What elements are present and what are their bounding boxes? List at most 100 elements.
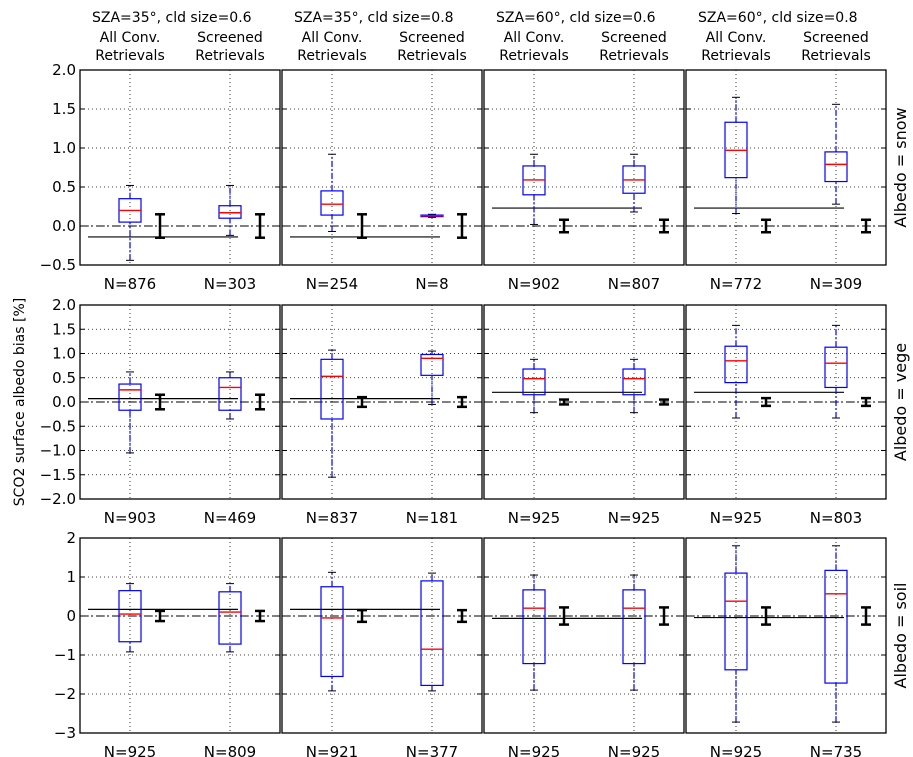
- box: [218, 591, 242, 645]
- panel: [685, 304, 887, 500]
- column-title: SZA=60°, cld size=0.6: [496, 10, 656, 26]
- panel: [79, 304, 281, 500]
- box: [622, 589, 646, 665]
- box-group-label: Retrievals: [701, 48, 771, 64]
- panel-frame: [79, 537, 281, 734]
- sample-count-label: N=735: [810, 743, 862, 757]
- box: [118, 383, 142, 411]
- box: [522, 368, 546, 396]
- sample-count-label: N=925: [608, 743, 660, 757]
- box: [724, 345, 748, 384]
- box-group-label: Retrievals: [801, 48, 871, 64]
- box: [622, 368, 646, 396]
- box: [218, 377, 242, 411]
- box-group-label: Screened: [197, 30, 263, 46]
- y-tick-label: 1.5: [52, 320, 76, 338]
- sample-count-label: N=772: [710, 275, 762, 293]
- y-tick-label: −0.5: [40, 256, 76, 274]
- box-group-label: All Conv.: [302, 30, 363, 46]
- y-tick-label: 0: [66, 607, 76, 625]
- y-tick-label: 0.0: [52, 393, 76, 411]
- sample-count-label: N=8: [415, 275, 448, 293]
- sample-count-label: N=925: [608, 509, 660, 527]
- box: [320, 358, 344, 420]
- box: [320, 586, 344, 678]
- box: [218, 205, 242, 219]
- sample-count-label: N=925: [508, 743, 560, 757]
- sample-count-label: N=809: [204, 743, 256, 757]
- sample-count-label: N=921: [306, 743, 358, 757]
- sample-count-label: N=807: [608, 275, 660, 293]
- panel: [483, 537, 685, 734]
- y-tick-label: 0.5: [52, 369, 76, 387]
- sample-count-label: N=803: [810, 509, 862, 527]
- column-title: SZA=35°, cld size=0.6: [92, 10, 252, 26]
- box-group-label: Retrievals: [95, 48, 165, 64]
- panel-frame: [483, 304, 685, 500]
- y-tick-label: −1: [54, 646, 76, 664]
- sample-count-label: N=925: [508, 509, 560, 527]
- box-group-label: Screened: [601, 30, 667, 46]
- box: [724, 572, 748, 671]
- y-tick-label: −0.5: [40, 417, 76, 435]
- box: [824, 346, 848, 389]
- panel-frame: [281, 537, 483, 734]
- box-group-label: Screened: [803, 30, 869, 46]
- sample-count-label: N=254: [306, 275, 358, 293]
- y-tick-label: −3: [54, 724, 76, 742]
- sample-count-label: N=309: [810, 275, 862, 293]
- panel: [79, 69, 281, 266]
- panel: [281, 304, 483, 500]
- row-label: Albedo = snow: [891, 107, 910, 227]
- panel: [483, 69, 685, 266]
- sample-count-label: N=903: [104, 509, 156, 527]
- panel: [79, 537, 281, 734]
- sample-count-label: N=902: [508, 275, 560, 293]
- sample-count-label: N=925: [104, 743, 156, 757]
- panel-frame: [281, 69, 483, 266]
- panel-frame: [685, 537, 887, 734]
- y-tick-label: 2.0: [52, 61, 76, 79]
- box: [118, 590, 142, 643]
- y-tick-label: 2: [66, 529, 76, 547]
- row-label: Albedo = vege: [891, 343, 910, 461]
- sample-count-label: N=469: [204, 509, 256, 527]
- y-tick-label: 1.5: [52, 100, 76, 118]
- y-tick-label: −2: [54, 685, 76, 703]
- y-tick-label: 2.0: [52, 296, 76, 314]
- box-group-label: All Conv.: [100, 30, 161, 46]
- box: [420, 580, 444, 687]
- y-tick-label: 0.0: [52, 217, 76, 235]
- panel-frame: [281, 304, 483, 500]
- sample-count-label: N=377: [406, 743, 458, 757]
- sample-count-label: N=876: [104, 275, 156, 293]
- column-title: SZA=60°, cld size=0.8: [698, 10, 858, 26]
- y-tick-label: −1.0: [40, 442, 76, 460]
- panel-frame: [685, 304, 887, 500]
- box: [522, 589, 546, 665]
- y-tick-label: 0.5: [52, 178, 76, 196]
- y-tick-label: 1.0: [52, 345, 76, 363]
- panel-frame: [483, 537, 685, 734]
- box-group-label: Screened: [399, 30, 465, 46]
- panel-frame: [79, 304, 281, 500]
- column-title: SZA=35°, cld size=0.8: [294, 10, 454, 26]
- y-tick-label: 1.0: [52, 139, 76, 157]
- box-group-label: All Conv.: [504, 30, 565, 46]
- panel: [483, 304, 685, 500]
- y-tick-label: −2.0: [40, 490, 76, 508]
- box-group-label: All Conv.: [706, 30, 767, 46]
- panel-frame: [483, 69, 685, 266]
- box-group-label: Retrievals: [297, 48, 367, 64]
- panel: [281, 69, 483, 266]
- y-tick-label: −1.5: [40, 466, 76, 484]
- panel-frame: [685, 69, 887, 266]
- panel-frame: [79, 69, 281, 266]
- y-axis-label: SCO2 surface albedo bias [%]: [12, 298, 28, 506]
- box-group-label: Retrievals: [499, 48, 569, 64]
- sample-count-label: N=181: [406, 509, 458, 527]
- box: [320, 190, 344, 216]
- sample-count-label: N=925: [710, 509, 762, 527]
- sample-count-label: N=925: [710, 743, 762, 757]
